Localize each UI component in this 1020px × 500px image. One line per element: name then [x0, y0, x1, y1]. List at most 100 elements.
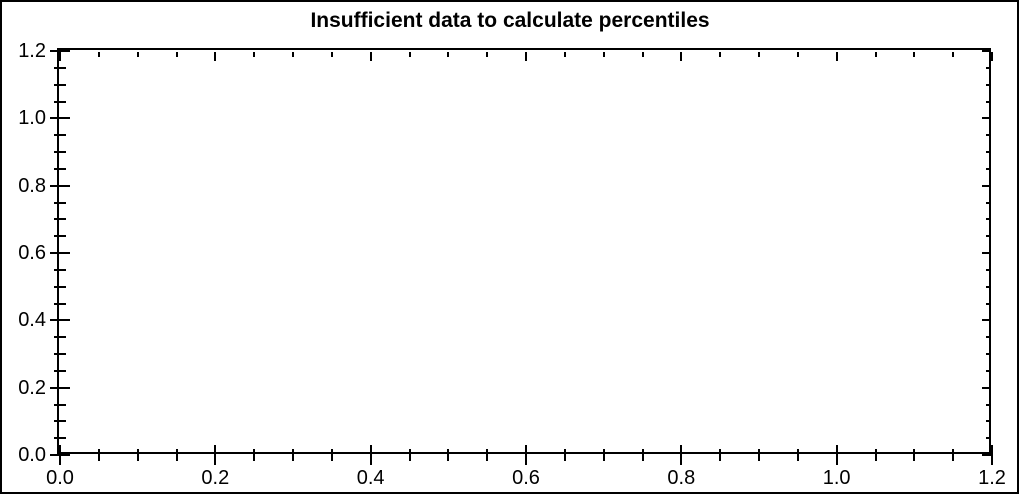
y-minor-tick-right — [986, 268, 991, 271]
x-minor-tick-bottom — [330, 449, 333, 461]
y-minor-tick-left — [54, 201, 66, 204]
y-minor-tick-left — [54, 83, 66, 86]
x-major-tick-bottom — [991, 445, 993, 465]
y-minor-tick-right — [986, 302, 991, 305]
x-minor-tick-top — [874, 52, 877, 57]
y-minor-tick-left — [54, 369, 66, 372]
y-minor-tick-right — [986, 201, 991, 204]
y-major-tick-right — [982, 386, 991, 389]
x-major-tick-top — [525, 52, 527, 61]
x-minor-tick-bottom — [253, 449, 256, 461]
x-minor-tick-bottom — [292, 449, 294, 461]
x-minor-tick-top — [330, 52, 333, 57]
x-tick-label: 0.6 — [512, 467, 540, 489]
y-minor-tick-left — [54, 353, 66, 355]
x-minor-tick-bottom — [602, 449, 605, 461]
x-minor-tick-bottom — [563, 449, 566, 461]
y-minor-tick-left — [54, 437, 66, 440]
y-minor-tick-left — [54, 302, 66, 305]
x-minor-tick-bottom — [175, 449, 178, 461]
x-minor-tick-bottom — [486, 449, 489, 461]
x-minor-tick-top — [641, 52, 644, 57]
x-major-tick-top — [835, 52, 838, 61]
y-minor-tick-right — [986, 285, 991, 288]
x-minor-tick-bottom — [758, 449, 760, 461]
y-minor-tick-left — [54, 403, 66, 406]
x-major-tick-bottom — [680, 445, 683, 465]
y-minor-tick-right — [986, 134, 991, 137]
y-minor-tick-right — [986, 167, 991, 170]
y-minor-tick-right — [986, 420, 991, 423]
y-minor-tick-left — [54, 100, 66, 103]
x-minor-tick-top — [486, 52, 489, 57]
x-minor-tick-top — [913, 52, 916, 57]
x-minor-tick-bottom — [408, 449, 411, 461]
y-minor-tick-left — [54, 66, 66, 69]
y-major-tick-left — [50, 252, 70, 254]
x-minor-tick-bottom — [719, 449, 722, 461]
x-minor-tick-top — [253, 52, 256, 57]
y-tick-label: 1.2 — [18, 40, 46, 62]
y-minor-tick-left — [54, 268, 66, 271]
x-minor-tick-top — [175, 52, 178, 57]
y-minor-tick-left — [54, 235, 66, 238]
x-minor-tick-top — [136, 52, 139, 57]
y-major-tick-left — [50, 319, 70, 322]
y-major-tick-left — [50, 117, 70, 120]
x-major-tick-bottom — [369, 445, 372, 465]
x-minor-tick-bottom — [952, 449, 955, 461]
y-minor-tick-right — [986, 151, 991, 153]
y-major-tick-right — [982, 117, 991, 120]
x-major-tick-bottom — [835, 445, 838, 465]
y-major-tick-right — [982, 319, 991, 322]
x-major-tick-top — [59, 52, 61, 61]
y-major-tick-right — [982, 184, 991, 187]
x-minor-tick-bottom — [913, 449, 916, 461]
x-minor-tick-bottom — [136, 449, 139, 461]
y-minor-tick-right — [986, 83, 991, 86]
y-major-tick-right — [982, 50, 991, 52]
y-major-tick-left — [50, 386, 70, 389]
y-minor-tick-left — [54, 336, 66, 339]
x-tick-label: 0.2 — [201, 467, 230, 489]
y-minor-tick-left — [54, 167, 66, 170]
y-minor-tick-left — [54, 420, 66, 423]
x-major-tick-top — [991, 52, 993, 61]
x-minor-tick-top — [447, 52, 450, 57]
x-tick-label: 1.2 — [978, 467, 1006, 489]
y-minor-tick-right — [986, 100, 991, 103]
x-minor-tick-top — [563, 52, 566, 57]
x-minor-tick-top — [602, 52, 605, 57]
y-minor-tick-right — [986, 353, 991, 355]
x-tick-label: 0.8 — [667, 467, 696, 489]
x-minor-tick-top — [292, 52, 294, 57]
x-minor-tick-top — [408, 52, 411, 57]
x-minor-tick-top — [952, 52, 955, 57]
x-minor-tick-top — [796, 52, 799, 57]
x-minor-tick-bottom — [97, 449, 100, 461]
x-major-tick-top — [369, 52, 372, 61]
x-major-tick-bottom — [214, 445, 217, 465]
x-major-tick-bottom — [525, 445, 527, 465]
y-minor-tick-left — [54, 285, 66, 288]
y-major-tick-left — [50, 50, 70, 52]
x-tick-label: 0.4 — [356, 467, 385, 489]
y-major-tick-left — [50, 454, 70, 456]
y-minor-tick-right — [986, 369, 991, 372]
y-minor-tick-right — [986, 235, 991, 238]
y-minor-tick-left — [54, 218, 66, 221]
x-minor-tick-top — [97, 52, 100, 57]
chart-title: Insufficient data to calculate percentil… — [310, 9, 710, 32]
y-minor-tick-right — [986, 66, 991, 69]
x-minor-tick-bottom — [447, 449, 450, 461]
y-major-tick-right — [982, 252, 991, 254]
x-minor-tick-bottom — [796, 449, 799, 461]
plot-area: 0.0 0.2 0.4 0.6 0.8 1.0 1.2 0.0 0.2 0.4 0.6 0.8 1.0 1… — [18, 40, 1006, 489]
x-major-tick-top — [680, 52, 683, 61]
y-minor-tick-left — [54, 134, 66, 137]
y-minor-tick-right — [986, 403, 991, 406]
y-minor-tick-right — [986, 437, 991, 440]
y-major-tick-right — [982, 454, 991, 456]
y-minor-tick-left — [54, 151, 66, 153]
y-minor-tick-right — [986, 336, 991, 339]
